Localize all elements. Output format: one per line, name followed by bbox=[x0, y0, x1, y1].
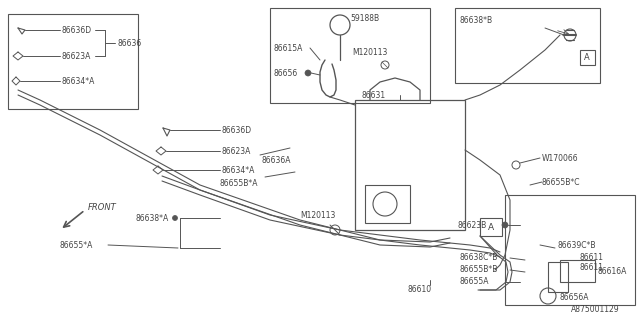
Text: 86623B: 86623B bbox=[458, 220, 487, 229]
Text: 86631: 86631 bbox=[362, 91, 386, 100]
Text: 86638C*B: 86638C*B bbox=[460, 253, 499, 262]
Bar bbox=[480, 218, 502, 236]
Text: 86655A: 86655A bbox=[460, 277, 490, 286]
Text: 86636: 86636 bbox=[117, 38, 141, 47]
Text: 86623A: 86623A bbox=[62, 52, 92, 60]
Text: 86611: 86611 bbox=[580, 253, 604, 262]
Bar bbox=[505, 195, 635, 305]
Text: 86623A: 86623A bbox=[222, 147, 252, 156]
Bar bbox=[548, 262, 568, 292]
Text: 86610: 86610 bbox=[408, 285, 432, 294]
Circle shape bbox=[305, 70, 311, 76]
Text: 86656A: 86656A bbox=[560, 292, 589, 301]
Bar bbox=[580, 50, 595, 65]
Circle shape bbox=[173, 215, 177, 220]
Text: 86636A: 86636A bbox=[262, 156, 291, 164]
Bar bbox=[560, 260, 595, 282]
Text: 86611: 86611 bbox=[580, 263, 604, 273]
Text: W170066: W170066 bbox=[542, 154, 579, 163]
Text: 86638*B: 86638*B bbox=[460, 15, 493, 25]
Bar bbox=[365, 185, 410, 223]
Text: 86616A: 86616A bbox=[598, 267, 627, 276]
Text: 86638*A: 86638*A bbox=[135, 213, 168, 222]
Text: A: A bbox=[584, 52, 590, 61]
Text: 86655B*B: 86655B*B bbox=[460, 266, 499, 275]
Circle shape bbox=[502, 222, 508, 228]
Text: 86655B*A: 86655B*A bbox=[220, 179, 259, 188]
Text: FRONT: FRONT bbox=[88, 203, 116, 212]
Text: M120113: M120113 bbox=[352, 47, 387, 57]
Bar bbox=[455, 8, 600, 83]
Text: 86639C*B: 86639C*B bbox=[557, 241, 595, 250]
Text: 86634*A: 86634*A bbox=[62, 76, 95, 85]
Text: 86634*A: 86634*A bbox=[222, 165, 255, 174]
Text: 86615A: 86615A bbox=[274, 44, 303, 52]
Text: 86636D: 86636D bbox=[62, 26, 92, 35]
Text: 86636D: 86636D bbox=[222, 125, 252, 134]
Text: A: A bbox=[488, 222, 494, 231]
Text: A875001129: A875001129 bbox=[572, 306, 620, 315]
Bar bbox=[8, 14, 138, 109]
Text: 86655*A: 86655*A bbox=[60, 241, 93, 250]
Text: M120113: M120113 bbox=[300, 211, 335, 220]
Text: 59188B: 59188B bbox=[350, 13, 379, 22]
Text: 86655B*C: 86655B*C bbox=[542, 178, 580, 187]
Bar bbox=[270, 8, 430, 103]
Text: 86656: 86656 bbox=[274, 68, 298, 77]
Bar bbox=[355, 100, 465, 230]
